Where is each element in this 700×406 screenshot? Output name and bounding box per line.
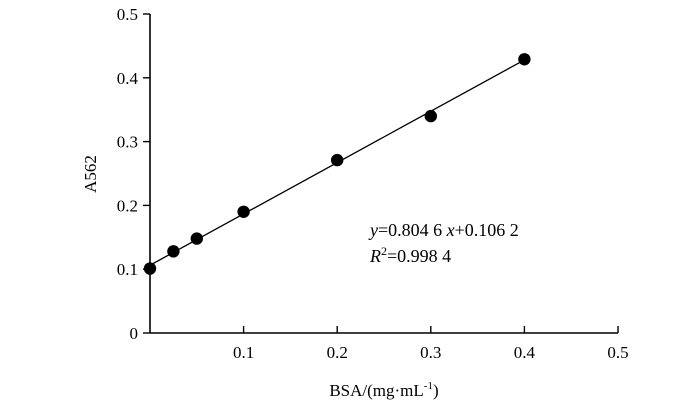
regression-equation: y=0.804 6 x+0.106 2: [368, 220, 519, 240]
data-point-5: [424, 109, 437, 123]
y-tick-label-4: 0.4: [117, 69, 139, 88]
y-axis-title: A562: [81, 155, 100, 193]
data-point-0: [143, 262, 157, 275]
equation-slope: =0.804 6: [378, 220, 447, 240]
data-point-1: [167, 245, 180, 258]
axis-ticks: [143, 13, 619, 334]
data-points: [143, 53, 531, 275]
x-axis-title: BSA/(mg·mL-1): [329, 380, 438, 400]
y-tick-label-5: 0.5: [117, 5, 138, 24]
data-point-6: [518, 53, 531, 66]
equation-intercept: +0.106 2: [455, 220, 519, 240]
data-point-2: [190, 232, 203, 245]
x-tick-label-0: 0.1: [233, 343, 254, 362]
data-point-3: [237, 205, 250, 218]
y-tick-labels: 0 0.1 0.2 0.3 0.4 0.5: [117, 5, 139, 343]
equation-y-var: y: [368, 220, 378, 240]
r-squared-value: =0.998 4: [387, 246, 451, 266]
y-tick-label-1: 0.1: [117, 260, 138, 279]
x-tick-label-3: 0.4: [514, 343, 536, 362]
x-tick-label-2: 0.3: [420, 343, 441, 362]
equation-x-var: x: [446, 220, 455, 240]
x-axis-title-exponent: -1: [424, 380, 433, 392]
x-tick-label-4: 0.5: [607, 343, 628, 362]
y-tick-label-0: 0: [130, 324, 139, 343]
r-squared-exponent: 2: [381, 244, 387, 258]
y-tick-label-2: 0.2: [117, 196, 138, 215]
y-tick-label-3: 0.3: [117, 133, 138, 152]
data-point-4: [331, 153, 344, 167]
r-squared-r: R: [369, 246, 381, 266]
x-tick-label-1: 0.2: [327, 343, 348, 362]
r-squared: R2=0.998 4: [369, 244, 451, 266]
x-tick-labels: 0.1 0.2 0.3 0.4 0.5: [233, 343, 629, 362]
